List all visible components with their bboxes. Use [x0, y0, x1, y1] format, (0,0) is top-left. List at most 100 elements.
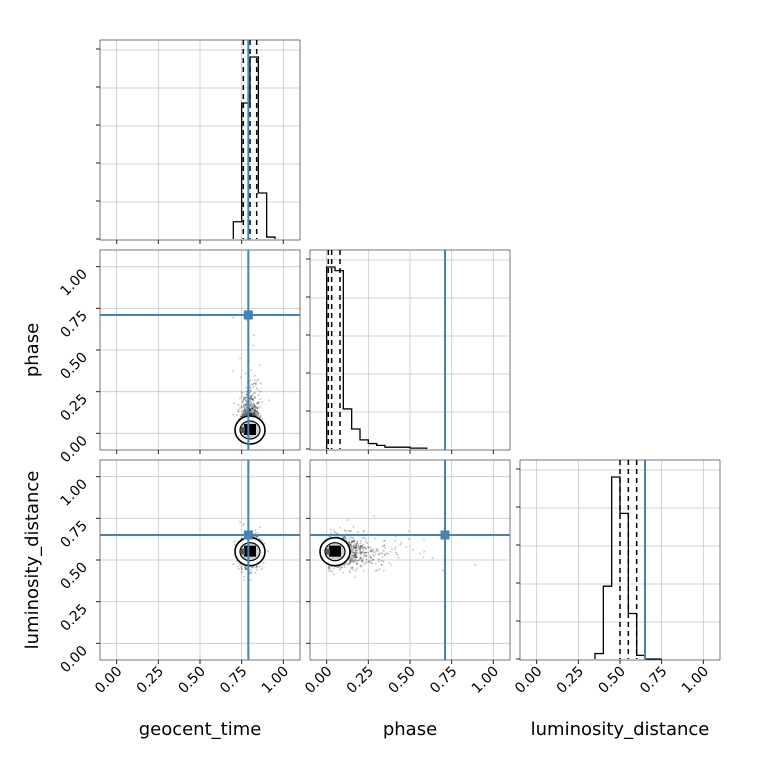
- scatter-point: [353, 552, 355, 555]
- panel-geocent_time-vs-phase: [96, 249, 301, 454]
- scatter-point: [244, 568, 246, 571]
- scatter-point: [249, 395, 252, 398]
- scatter-point: [241, 395, 243, 398]
- scatter-point: [250, 397, 253, 400]
- scatter-point: [350, 551, 353, 554]
- scatter-point: [349, 536, 352, 539]
- scatter-point: [352, 560, 354, 563]
- scatter-point: [365, 558, 368, 561]
- scatter-point: [253, 413, 256, 416]
- scatter-point: [353, 551, 356, 554]
- x-tick-label: 0.75: [427, 664, 460, 697]
- scatter-point: [235, 560, 238, 563]
- scatter-point: [339, 567, 342, 570]
- scatter-point: [243, 408, 246, 410]
- scatter-point: [242, 406, 244, 409]
- scatter-point: [259, 405, 262, 408]
- scatter-point: [350, 550, 353, 553]
- scatter-point: [341, 566, 343, 569]
- scatter-point: [252, 398, 254, 401]
- scatter-point: [349, 559, 352, 562]
- scatter-point: [355, 546, 358, 549]
- scatter-point: [397, 556, 400, 559]
- scatter-point: [257, 389, 259, 391]
- scatter-point: [243, 408, 246, 411]
- scatter-point: [368, 546, 370, 549]
- scatter-point: [362, 549, 365, 551]
- scatter-point: [252, 408, 255, 411]
- scatter-point: [399, 543, 402, 546]
- scatter-point: [359, 545, 362, 548]
- scatter-point: [242, 398, 245, 401]
- scatter-point: [239, 521, 241, 523]
- scatter-point: [383, 544, 385, 547]
- x-tick-label: 0.25: [344, 664, 377, 697]
- scatter-point: [371, 551, 374, 553]
- scatter-point: [382, 569, 385, 572]
- scatter-point: [362, 570, 365, 572]
- scatter-point: [245, 566, 247, 569]
- scatter-point: [354, 545, 356, 548]
- scatter-point: [356, 540, 359, 543]
- scatter-point: [242, 413, 245, 416]
- y-tick-label: 0.50: [57, 350, 90, 383]
- scatter-point: [350, 542, 353, 545]
- scatter-point: [254, 383, 257, 386]
- scatter-point: [354, 549, 357, 552]
- scatter-point: [348, 570, 351, 573]
- scatter-point: [250, 398, 253, 401]
- scatter-point: [354, 545, 357, 548]
- scatter-point: [354, 554, 356, 557]
- scatter-point: [355, 556, 358, 559]
- scatter-point: [354, 556, 357, 559]
- scatter-point: [257, 378, 260, 381]
- scatter-point: [257, 406, 259, 409]
- scatter-point: [363, 536, 365, 539]
- panel-phase-vs-luminosity_distance: [306, 459, 511, 664]
- scatter-point: [353, 555, 355, 558]
- scatter-point: [354, 546, 356, 549]
- scatter-point: [250, 397, 253, 400]
- scatter-point: [378, 553, 381, 556]
- scatter-point: [368, 559, 371, 562]
- scatter-point: [251, 383, 254, 386]
- scatter-point: [352, 540, 355, 542]
- scatter-point: [252, 392, 255, 395]
- scatter-point: [256, 379, 259, 382]
- x-tick-label: 1.00: [679, 664, 712, 697]
- scatter-point: [245, 413, 248, 416]
- scatter-point: [361, 537, 364, 540]
- y-axis-label-luminosity-distance: luminosity_distance: [22, 471, 43, 650]
- scatter-point: [251, 393, 254, 396]
- scatter-point: [333, 532, 336, 534]
- scatter-point: [358, 548, 361, 551]
- scatter-point: [242, 411, 245, 414]
- scatter-point: [365, 551, 368, 554]
- x-axis-label-phase: phase: [383, 719, 437, 740]
- scatter-point: [343, 529, 346, 532]
- scatter-point: [252, 402, 255, 405]
- scatter-point: [259, 414, 262, 417]
- scatter-point: [254, 413, 257, 416]
- scatter-point: [261, 568, 263, 570]
- hist-step-geocent_time: [232, 56, 276, 239]
- scatter-point: [358, 557, 361, 560]
- panel-geocent_time-vs-luminosity_distance: [96, 459, 301, 664]
- scatter-point: [249, 389, 252, 392]
- scatter-point: [350, 560, 353, 563]
- scatter-point: [242, 412, 245, 415]
- scatter-point: [369, 549, 372, 552]
- scatter-point: [352, 540, 355, 543]
- scatter-point: [362, 529, 365, 532]
- scatter-point: [249, 578, 252, 581]
- scatter-point: [358, 551, 361, 554]
- scatter-point: [367, 560, 370, 563]
- scatter-point: [347, 563, 350, 566]
- scatter-point: [242, 396, 245, 399]
- scatter-point: [351, 559, 354, 562]
- scatter-point: [254, 379, 256, 381]
- scatter-point: [377, 549, 379, 552]
- scatter-point: [343, 564, 346, 566]
- scatter-point: [385, 552, 388, 555]
- scatter-point: [249, 391, 252, 394]
